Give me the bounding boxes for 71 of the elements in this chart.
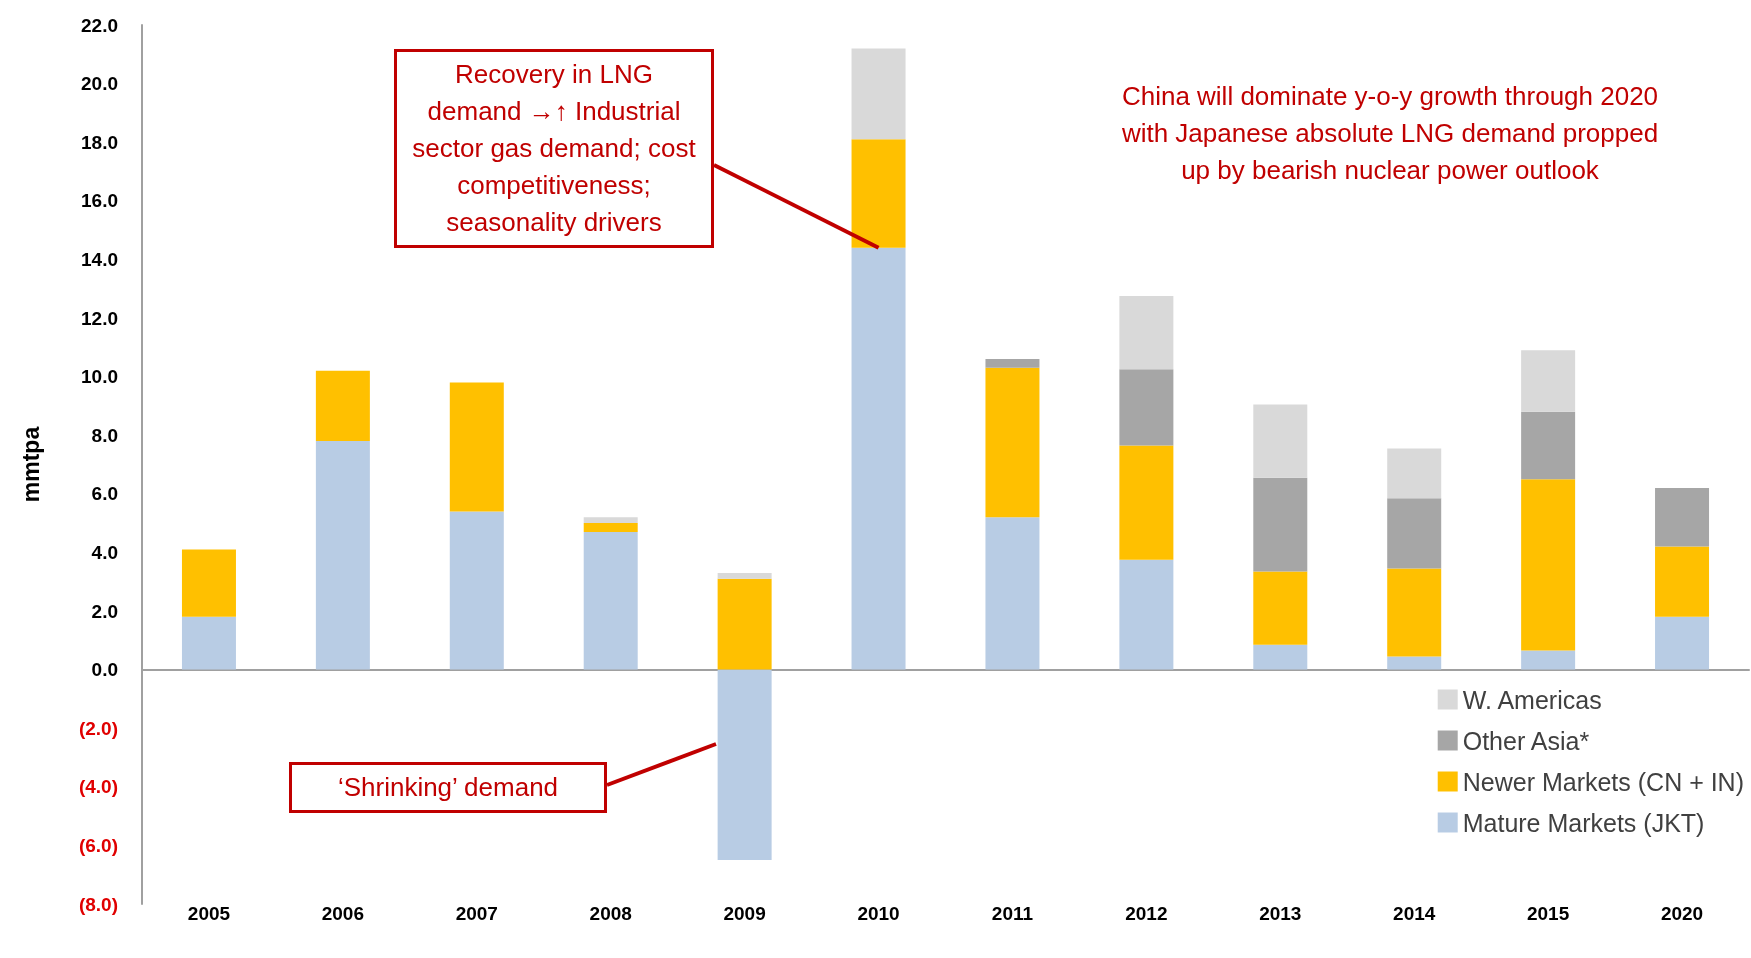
bar <box>1521 350 1576 412</box>
bar <box>1387 656 1442 670</box>
bar <box>1253 477 1308 572</box>
bar <box>583 517 638 524</box>
x-tick-label: 2011 <box>991 903 1034 924</box>
bar <box>985 359 1040 368</box>
y-tick-label: 18.0 <box>81 131 118 153</box>
bar <box>985 517 1040 670</box>
legend-label: Mature Markets (JKT) <box>1462 808 1705 837</box>
x-tick-label: 2012 <box>1125 903 1168 924</box>
bar <box>717 669 772 861</box>
bar <box>1655 487 1710 547</box>
x-tick-label: 2020 <box>1660 903 1704 924</box>
bar <box>1253 571 1308 645</box>
bar <box>1521 650 1576 670</box>
y-tick-label: 8.0 <box>91 424 118 446</box>
bar <box>1253 644 1308 670</box>
annotation: ‘Shrinking’ demand <box>289 762 607 813</box>
bar <box>1655 616 1710 670</box>
y-tick-label: 12.0 <box>81 307 118 329</box>
bar <box>583 523 638 532</box>
x-tick-label: 2014 <box>1393 903 1436 924</box>
bar <box>181 549 236 617</box>
x-tick-label: 2007 <box>455 903 498 924</box>
bar <box>315 370 370 442</box>
annotation: China will dominate y-o-y growth through 2020 with Japanese absolute LNG demand propped up by bearish nuclear power outlook <box>1120 80 1660 187</box>
x-tick-label: 2005 <box>187 903 231 924</box>
bar <box>1387 568 1442 657</box>
bar <box>1387 448 1442 499</box>
x-tick-label: 2006 <box>321 903 365 924</box>
bar <box>583 531 638 670</box>
y-tick-label: 2.0 <box>91 600 118 622</box>
bar <box>1119 369 1174 446</box>
y-axis-title: mmtpa <box>17 426 44 503</box>
y-tick-label: 6.0 <box>91 483 118 505</box>
y-tick-label: 16.0 <box>81 190 118 212</box>
x-tick-label: 2010 <box>857 903 900 924</box>
bar <box>1253 404 1308 478</box>
bar <box>851 48 906 140</box>
y-tick-label: 0.0 <box>91 659 118 681</box>
bar <box>1387 498 1442 569</box>
bar <box>717 572 772 579</box>
bar <box>181 616 236 670</box>
y-tick-label: 14.0 <box>81 248 118 270</box>
legend-label: Other Asia* <box>1462 726 1590 755</box>
x-tick-label: 2015 <box>1526 903 1570 924</box>
y-tick-label: 10.0 <box>81 366 118 388</box>
bar <box>1119 559 1174 670</box>
bar <box>1655 546 1710 617</box>
bar <box>717 578 772 670</box>
bar <box>1521 479 1576 651</box>
x-tick-label: 2009 <box>723 903 766 924</box>
y-tick-label: 4.0 <box>91 541 118 563</box>
bar <box>449 511 504 670</box>
bar <box>1521 411 1576 480</box>
bar <box>449 382 504 512</box>
bar <box>1119 296 1174 370</box>
y-tick-label: (4.0) <box>78 776 118 798</box>
y-tick-label: 22.0 <box>81 14 118 36</box>
y-tick-label: (8.0) <box>78 893 118 915</box>
bar <box>315 441 370 670</box>
y-tick-label: (6.0) <box>78 834 118 856</box>
x-tick-label: 2008 <box>589 903 632 924</box>
bar <box>985 367 1040 518</box>
annotation: Recovery in LNG demand →↑ Industrial sector gas demand; cost competitiveness; seasonality drivers <box>394 49 714 248</box>
x-tick-label: 2013 <box>1259 903 1302 924</box>
legend-label: W. Americas <box>1462 685 1602 714</box>
y-tick-label: (2.0) <box>78 717 118 739</box>
legend-label: Newer Markets (CN + IN) <box>1462 767 1745 796</box>
y-tick-label: 20.0 <box>81 73 118 95</box>
bar <box>1119 445 1174 560</box>
